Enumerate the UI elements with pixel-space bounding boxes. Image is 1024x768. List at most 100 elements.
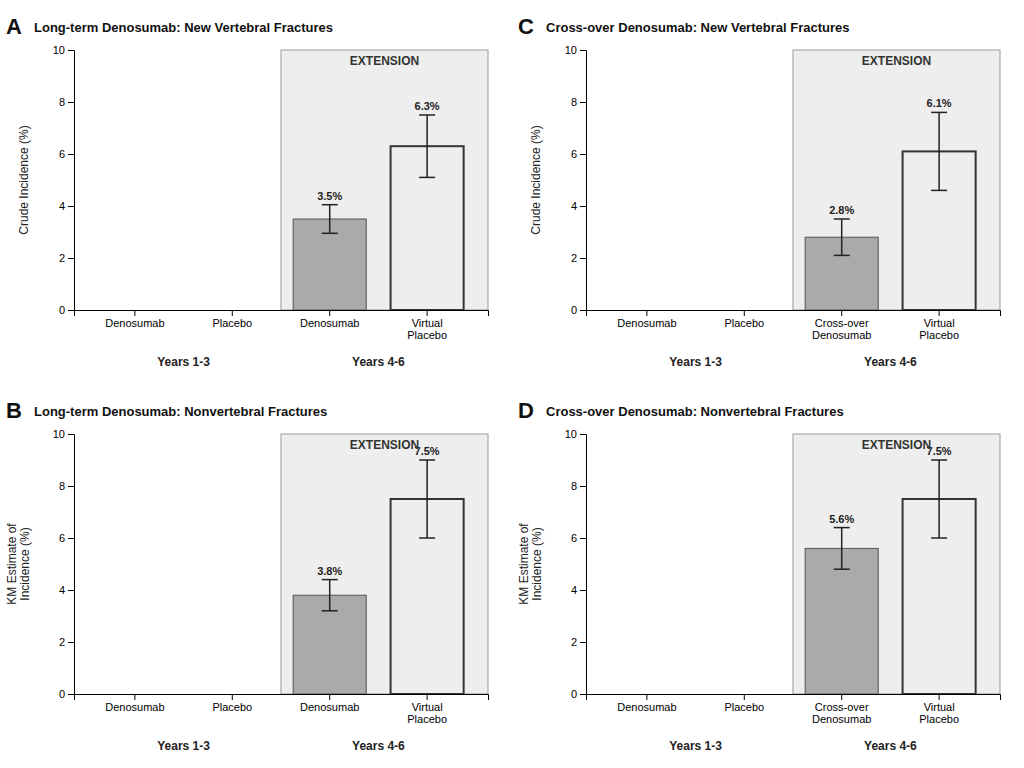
tick: 10 [565, 44, 586, 56]
tick-label: 8 [59, 480, 65, 492]
text-line: Placebo [724, 701, 764, 713]
tick-label: 2 [571, 636, 577, 648]
y-axis: 0246810 [53, 44, 75, 316]
panel-label: B [6, 398, 22, 423]
tick-label: Denosumab [105, 701, 164, 713]
tick-label: VirtualPlacebo [407, 317, 447, 342]
tick-label: 4 [59, 584, 65, 596]
error-bar-cap [834, 218, 850, 220]
text-line: Cross-over [815, 701, 869, 713]
tick: Placebo [212, 694, 252, 713]
tick-mark [580, 102, 586, 103]
error-bar [834, 528, 850, 570]
group-label: Years 4-6 [864, 355, 917, 369]
tick-mark [68, 258, 74, 259]
text-line: Denosumab [617, 701, 676, 713]
tick-mark [134, 694, 135, 700]
text-line: Denosumab [812, 713, 871, 725]
panel: 3.8%7.5%EXTENSION0246810DenosumabPlacebo… [5, 398, 489, 753]
error-bar-stem [841, 528, 843, 570]
marks [805, 112, 975, 310]
axis-line [580, 435, 587, 695]
bar [805, 548, 878, 694]
tick-mark [68, 590, 74, 591]
tick-label: 8 [571, 480, 577, 492]
tick: 8 [59, 96, 74, 108]
error-bar-stem [329, 205, 331, 234]
tick-label: VirtualPlacebo [407, 701, 447, 726]
tick-mark [232, 310, 233, 316]
tick-mark [68, 206, 74, 207]
error-bar-cap [419, 177, 435, 179]
tick: 0 [571, 688, 586, 700]
text-line: Denosumab [105, 701, 164, 713]
tick-label: 2 [59, 636, 65, 648]
tick: Placebo [724, 310, 764, 329]
tick: Placebo [212, 310, 252, 329]
tick-mark [580, 694, 586, 695]
error-bar [322, 580, 338, 611]
text-line: Crude Incidence (%) [17, 125, 31, 234]
tick: 0 [59, 304, 74, 316]
tick-mark [68, 310, 74, 311]
tick-mark [939, 694, 940, 700]
tick-mark [646, 310, 647, 316]
tick-label: Cross-overDenosumab [812, 701, 871, 726]
tick: 10 [565, 428, 586, 440]
tick-label: 6 [59, 532, 65, 544]
text-line: KM Estimate of [517, 523, 531, 605]
tick: 6 [571, 532, 586, 544]
x-axis: DenosumabPlaceboCross-overDenosumabVirtu… [587, 694, 1001, 725]
x-axis: Denosumab Placebo Cross-overDenosumab Virtu… [587, 310, 1001, 341]
tick-mark [134, 310, 135, 316]
error-bar-cap [322, 233, 338, 235]
tick: Cross-overDenosumab [812, 694, 871, 725]
tick: 4 [571, 584, 586, 596]
data-label: 2.8% [829, 204, 854, 216]
text-line: Placebo [212, 317, 252, 329]
axis-line [587, 311, 1001, 317]
axis-line [68, 435, 75, 695]
marks [805, 460, 975, 694]
title: Long-term Denosumab: New Vertebral Fract… [34, 20, 333, 35]
tick: 0 [571, 304, 586, 316]
axis-title: Crude Incidence (%) [529, 125, 543, 234]
panel-label: C [518, 14, 534, 39]
tick: Cross-overDenosumab [812, 310, 871, 341]
panel: 2.8%6.1%EXTENSION0246810DenosumabPlacebo… [518, 14, 1001, 369]
tick: VirtualPlacebo [919, 310, 959, 341]
tick: Denosumab [300, 694, 359, 713]
tick: Denosumab [617, 310, 676, 329]
axis-line [75, 311, 489, 317]
tick: Denosumab [300, 310, 359, 329]
error-bar-cap [419, 537, 435, 539]
extension-region [793, 50, 1000, 310]
tick: 2 [59, 636, 74, 648]
data-label: 6.1% [927, 97, 952, 109]
marks [293, 115, 463, 310]
text-line: Denosumab [812, 329, 871, 341]
text-line: Placebo [407, 713, 447, 725]
extension-region [793, 434, 1000, 694]
tick-label: 10 [53, 44, 65, 56]
tick-mark [232, 694, 233, 700]
tick: 4 [59, 584, 74, 596]
tick-mark [68, 50, 74, 51]
tick-label: VirtualPlacebo [919, 701, 959, 726]
text-line: Virtual [412, 317, 443, 329]
error-bar-stem [426, 460, 428, 538]
axis-title: KM Estimate ofIncidence (%) [5, 523, 33, 605]
data-label: 3.5% [317, 190, 342, 202]
group-label: Years 1-3 [157, 355, 210, 369]
text-line: Virtual [924, 317, 955, 329]
tick-label: 0 [59, 688, 65, 700]
tick: 8 [571, 96, 586, 108]
tick-mark [68, 642, 74, 643]
tick: 8 [59, 480, 74, 492]
text-line: Virtual [412, 701, 443, 713]
error-bar-stem [841, 219, 843, 255]
tick-label: 10 [565, 44, 577, 56]
error-bar-stem [329, 580, 331, 611]
group-label: Years 1-3 [669, 739, 722, 753]
tick-label: 0 [571, 304, 577, 316]
